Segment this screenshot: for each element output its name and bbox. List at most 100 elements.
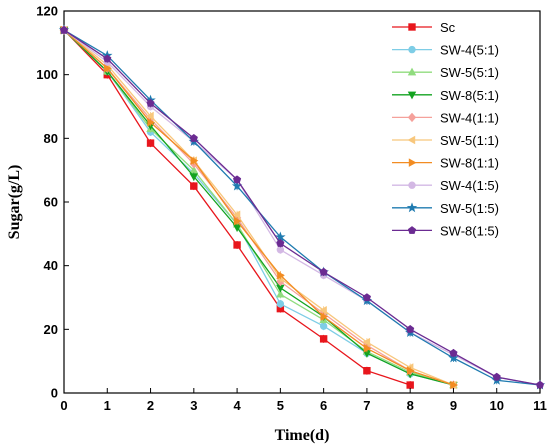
legend-item: SW-8(5:1) [392,88,499,103]
data-point [535,380,545,389]
y-tick-label: 120 [36,4,58,19]
x-tick-label: 3 [190,398,197,413]
x-tick-label: 9 [450,398,457,413]
legend-marker [408,45,416,54]
data-point [276,300,285,308]
x-tick-label: 0 [60,398,67,413]
data-point [233,175,242,184]
data-point [406,366,415,375]
x-tick-label: 1 [104,398,111,413]
legend-marker [408,23,416,31]
series-line [63,29,454,386]
legend-label: SW-5(5:1) [440,65,499,80]
axes-layer: 0 1 2 3 4 5 6 7 8 9 10 11 0 20 40 60 80 100 120 [36,4,547,414]
legend-item: SW-8(1:1) [392,156,499,171]
data-point [363,367,371,375]
data-point [492,372,501,381]
legend-marker [406,202,418,213]
data-point [448,352,459,363]
x-tick-label: 6 [320,398,327,413]
series-SW-8(1:5) [59,25,545,390]
y-tick-label: 60 [44,195,58,210]
data-point [189,173,199,182]
data-point [275,231,286,242]
legend-label: SW-5(1:5) [440,201,499,216]
legend: Sc SW-4(5:1) SW-5(5:1) SW-8(5:1) SW-4(1:1) SW… [392,20,499,238]
legend-label: Sc [440,20,456,35]
legend-label: SW-8(1:1) [440,156,499,171]
data-point [319,335,328,343]
data-point [104,64,112,73]
x-tick-label: 2 [147,398,154,413]
x-tick-label: 11 [533,398,547,413]
data-point [103,54,112,63]
legend-label: SW-8(1:5) [440,223,499,238]
data-point [233,216,242,226]
data-point [190,156,199,165]
series-line [63,29,454,386]
series-line [63,29,454,386]
legend-item: SW-5(1:1) [392,133,499,148]
data-point [190,182,198,190]
legend-marker [407,67,417,76]
data-point [147,118,156,127]
series-line [63,29,454,386]
data-point [276,289,285,298]
data-point [233,241,241,249]
legend-item: SW-4(1:5) [392,178,499,193]
y-axis-title: Sugar(g/L) [6,165,23,240]
legend-item: SW-4(1:1) [392,110,499,125]
legend-item: SW-5(1:5) [392,201,499,216]
x-tick-label: 10 [489,398,503,413]
legend-marker [407,91,417,100]
y-tick-label: 0 [51,386,58,401]
data-point [277,270,285,280]
x-tick-label: 4 [233,398,241,413]
data-point [362,293,371,301]
data-point [146,99,155,107]
data-point [406,381,414,389]
x-tick-label: 8 [407,398,414,413]
data-point [319,267,328,276]
legend-marker [407,226,417,234]
data-point [449,348,458,357]
legend-marker [408,181,416,189]
series-layer [58,24,546,390]
data-point [406,325,415,333]
data-point [363,344,372,353]
series-line [63,29,541,386]
data-point [59,25,69,34]
legend-label: SW-8(5:1) [440,88,499,103]
series-line [63,29,541,386]
series-line [63,29,454,386]
legend-marker [408,158,417,167]
data-point [276,239,285,247]
y-tick-label: 40 [44,258,58,273]
legend-item: SW-4(5:1) [392,43,499,58]
legend-label: SW-4(5:1) [440,43,499,58]
data-point [189,134,198,142]
y-tick-label: 20 [44,322,58,337]
data-point [319,305,327,315]
legend-item: SW-8(1:5) [392,223,499,238]
legend-label: SW-4(1:5) [440,178,499,193]
data-point [320,312,329,321]
legend-label: SW-4(1:1) [440,110,499,125]
series-line [63,29,541,386]
data-point [362,337,371,347]
legend-marker [407,112,417,123]
x-axis-title: Time(d) [275,427,330,444]
y-tick-label: 100 [36,67,58,82]
data-point [146,139,155,147]
legend-item: Sc [392,20,456,35]
legend-label: SW-5(1:1) [440,133,499,148]
x-tick-label: 7 [363,398,370,413]
legend-marker [407,135,416,145]
legend-item: SW-5(5:1) [392,65,499,80]
y-tick-label: 80 [44,131,58,146]
series-SW-8(1:1) [60,25,458,390]
data-point [146,111,154,121]
x-tick-label: 5 [277,398,284,413]
data-point [232,210,241,219]
